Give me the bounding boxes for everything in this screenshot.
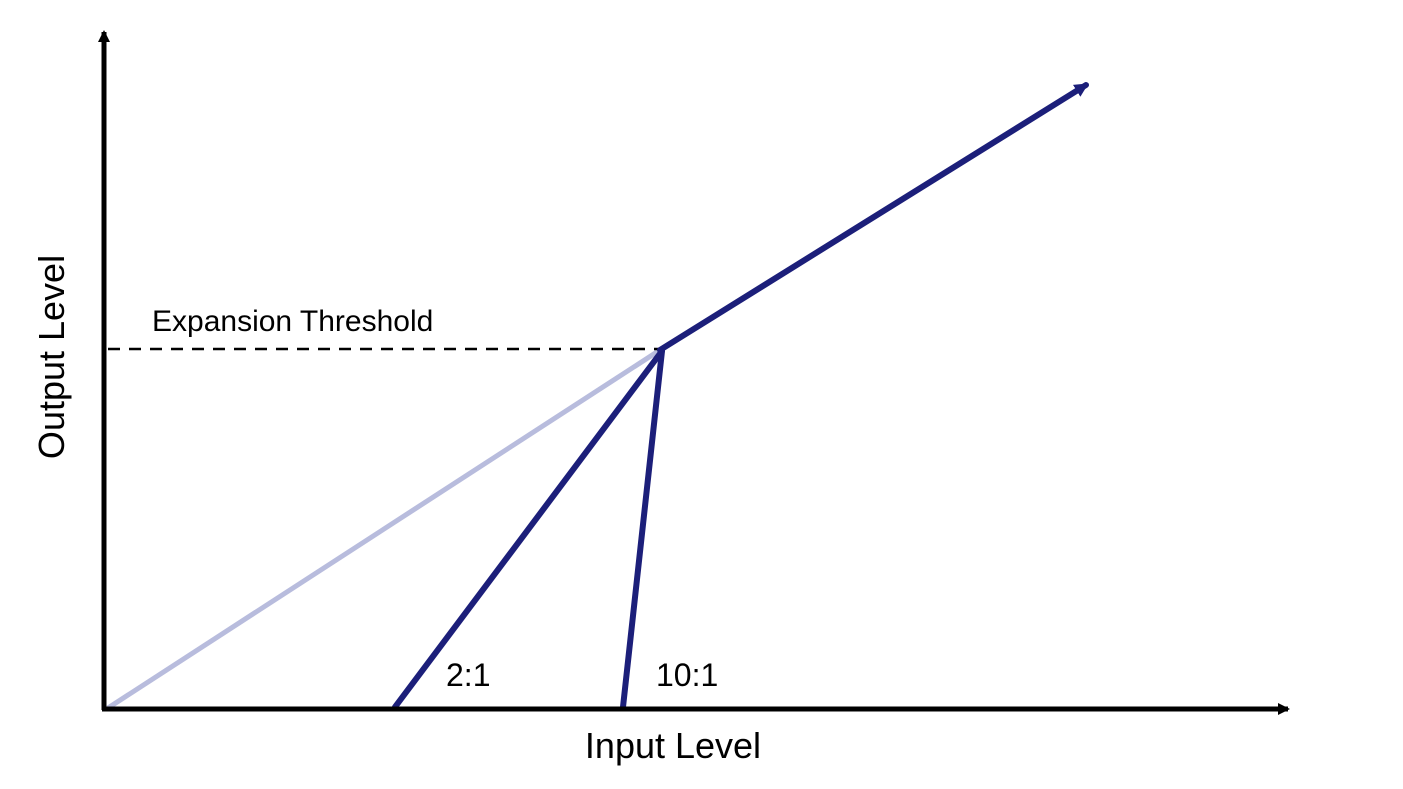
threshold-label: Expansion Threshold (152, 305, 433, 338)
ratio-2-1-line (392, 348, 665, 710)
x-axis-label: Input Level (585, 725, 761, 766)
y-axis-label: Output Level (31, 255, 72, 459)
ratio-10-1-line (620, 348, 665, 710)
ratio-10-1-label: 10:1 (656, 657, 718, 693)
above-threshold-line (657, 82, 1089, 353)
unity-line (106, 347, 662, 711)
ratio-2-1-label: 2:1 (446, 657, 490, 693)
